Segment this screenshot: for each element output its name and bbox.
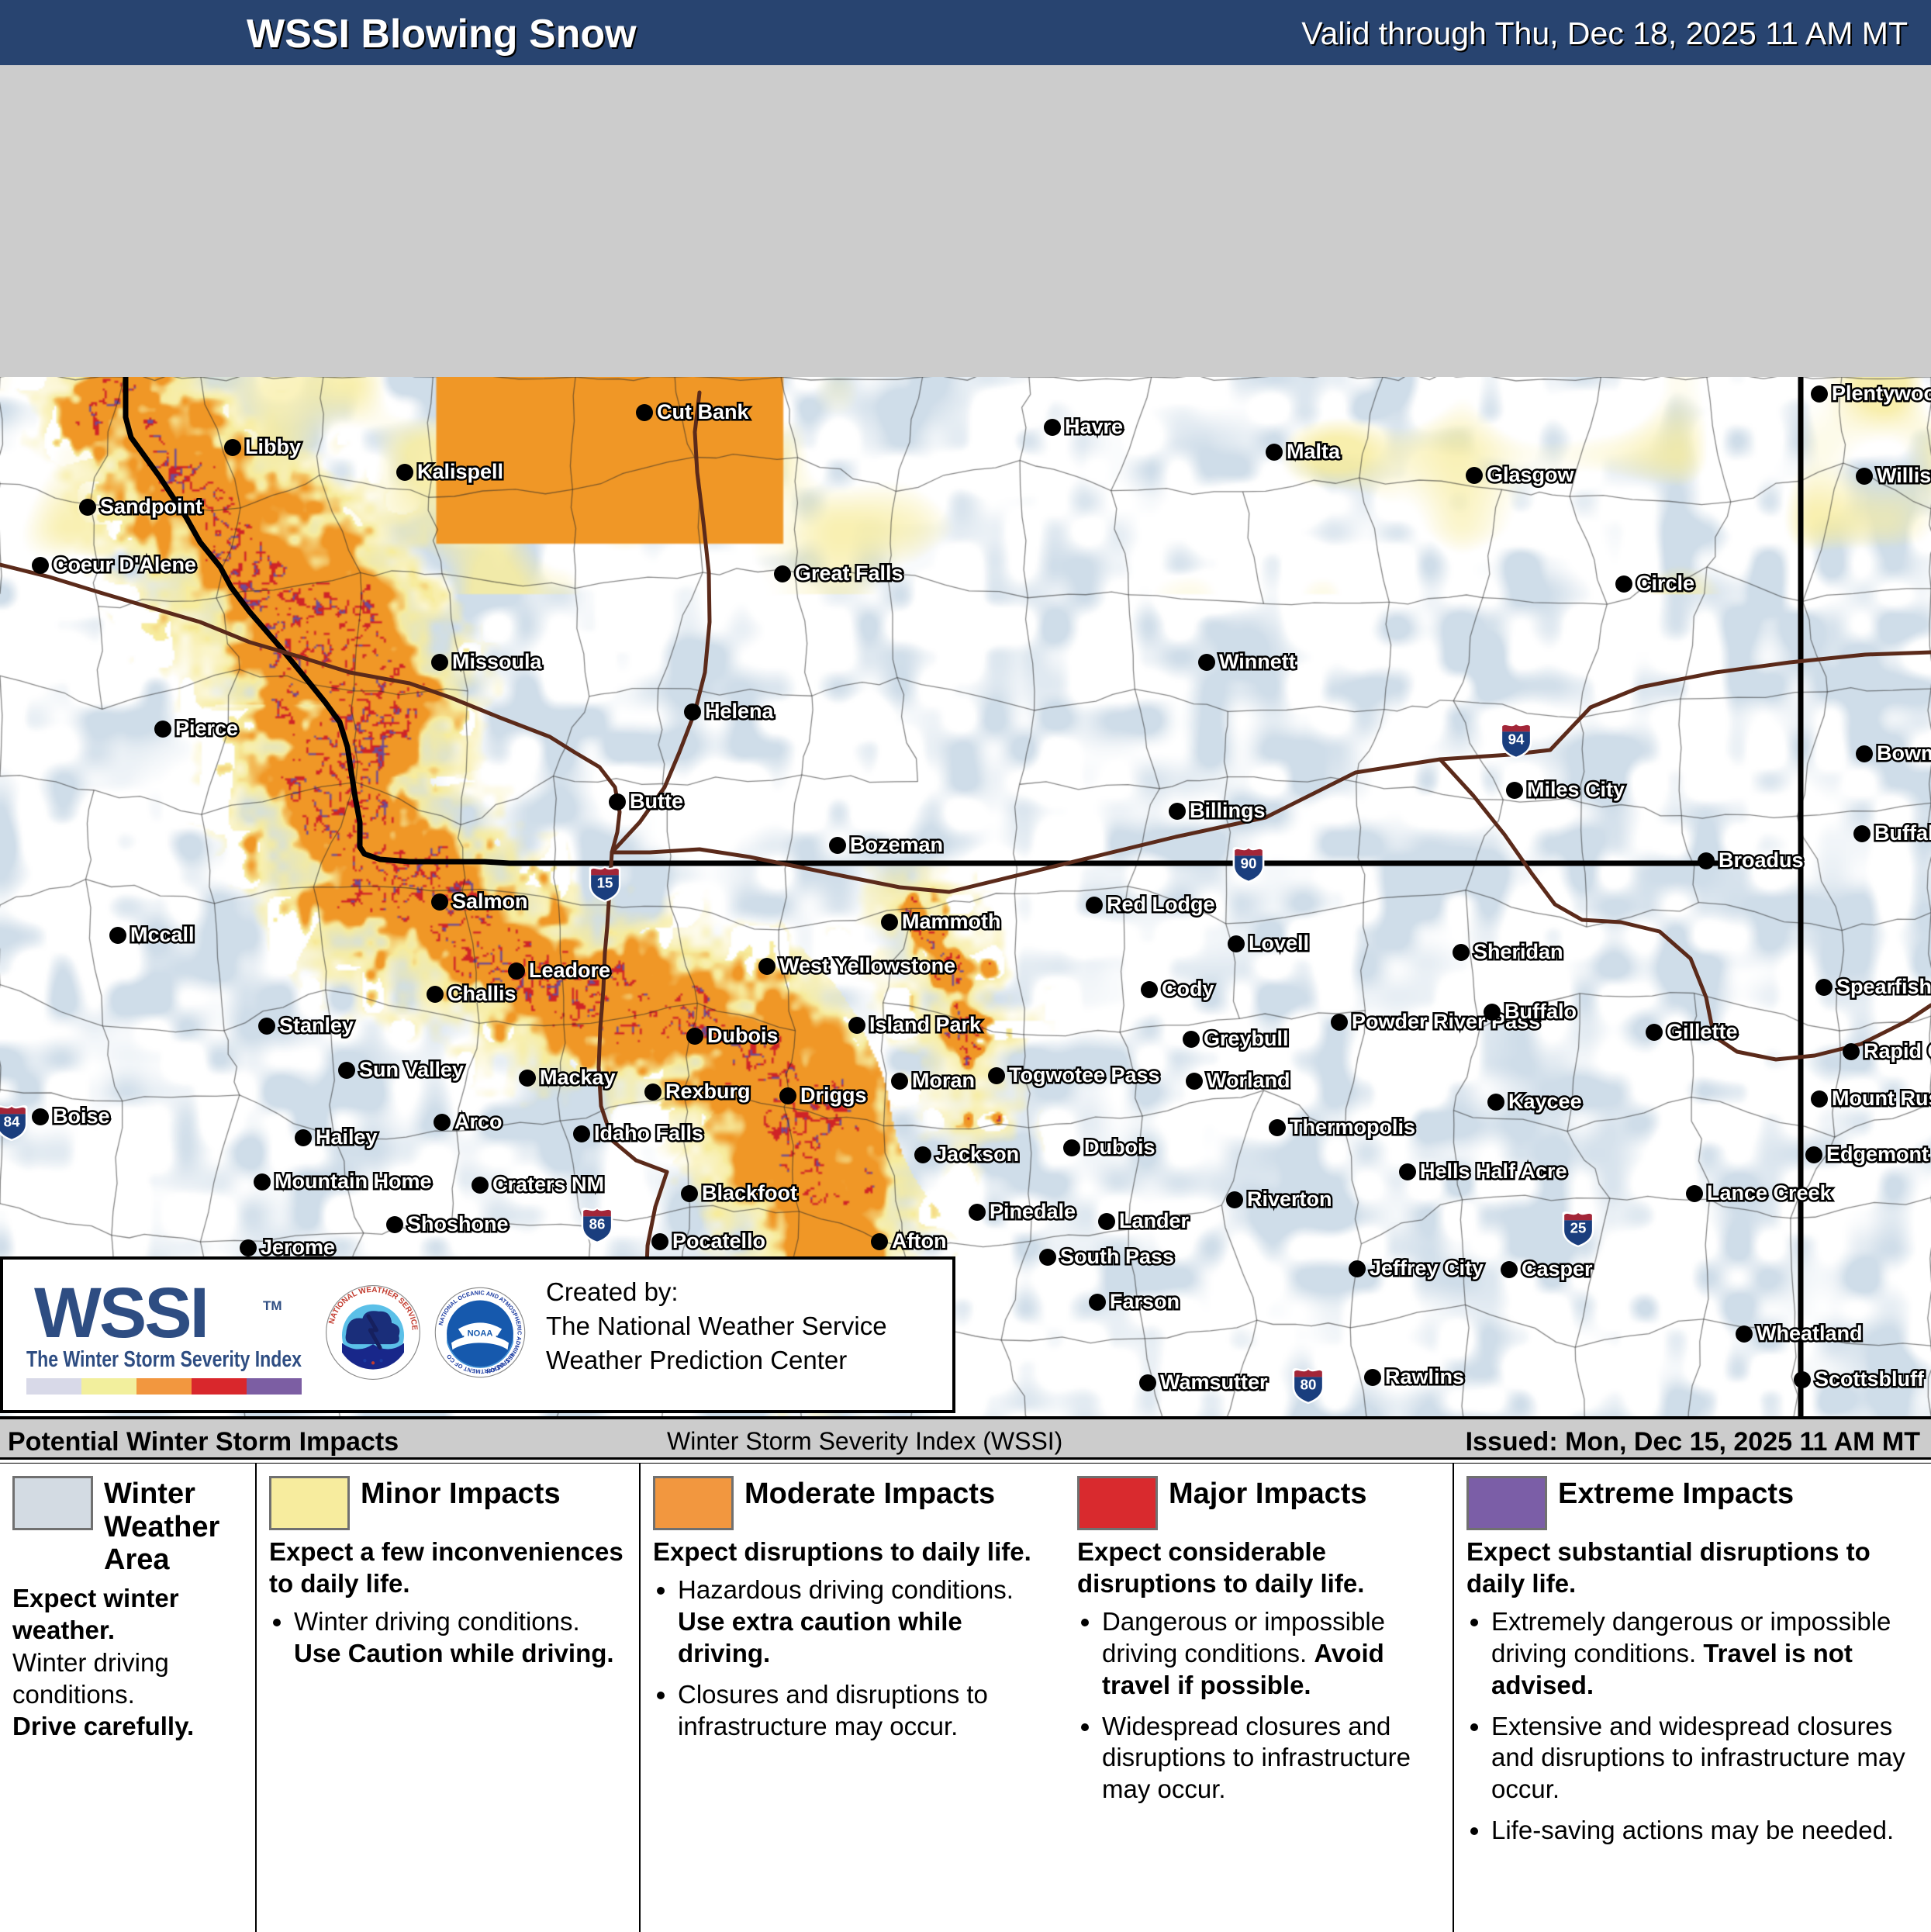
- svg-text:Kalispell: Kalispell: [417, 460, 503, 483]
- svg-text:Mount Rushmore: Mount Rushmore: [1832, 1087, 1931, 1110]
- svg-text:Bowman: Bowman: [1877, 741, 1931, 765]
- svg-text:Leadore: Leadore: [529, 959, 610, 982]
- svg-text:Togwotee Pass: Togwotee Pass: [1009, 1063, 1160, 1087]
- svg-text:Boise: Boise: [53, 1104, 110, 1128]
- svg-text:Mammoth: Mammoth: [902, 910, 1001, 933]
- svg-text:Hells Half Acre: Hells Half Acre: [1420, 1160, 1567, 1183]
- svg-text:Malta: Malta: [1287, 440, 1341, 463]
- svg-text:Mountain Home: Mountain Home: [275, 1170, 432, 1193]
- svg-text:Billings: Billings: [1190, 799, 1266, 822]
- svg-text:Mccall: Mccall: [130, 923, 195, 946]
- svg-text:Winnett: Winnett: [1219, 650, 1296, 673]
- svg-text:Driggs: Driggs: [800, 1084, 867, 1107]
- svg-text:Sun Valley: Sun Valley: [359, 1058, 464, 1081]
- svg-text:Arco: Arco: [454, 1110, 503, 1133]
- svg-text:Butte: Butte: [630, 790, 683, 813]
- svg-text:Rawlins: Rawlins: [1385, 1365, 1464, 1388]
- svg-text:94: 94: [1508, 731, 1525, 748]
- svg-text:Kaycee: Kaycee: [1508, 1090, 1582, 1113]
- svg-text:Jackson: Jackson: [935, 1142, 1019, 1166]
- svg-text:Glasgow: Glasgow: [1487, 463, 1575, 486]
- svg-text:Broadus: Broadus: [1719, 848, 1804, 872]
- svg-text:Jerome: Jerome: [261, 1236, 335, 1259]
- svg-text:Craters NM: Craters NM: [492, 1173, 604, 1196]
- svg-text:86: 86: [589, 1216, 606, 1232]
- svg-text:Buffalo: Buffalo: [1504, 1000, 1577, 1023]
- svg-text:Dubois: Dubois: [1084, 1135, 1155, 1159]
- svg-text:Cody: Cody: [1162, 977, 1214, 1001]
- svg-text:The Winter Storm Severity Inde: The Winter Storm Severity Index: [26, 1347, 302, 1372]
- svg-text:Lander: Lander: [1119, 1209, 1190, 1232]
- svg-text:Dubois: Dubois: [707, 1024, 779, 1047]
- svg-text:84: 84: [4, 1114, 20, 1130]
- svg-text:Pierce: Pierce: [175, 717, 238, 740]
- svg-text:Challis: Challis: [447, 982, 516, 1005]
- svg-text:Bozeman: Bozeman: [850, 833, 943, 856]
- svg-text:Pocatello: Pocatello: [672, 1229, 765, 1253]
- svg-text:TM: TM: [263, 1298, 282, 1313]
- svg-text:Coeur D'Alene: Coeur D'Alene: [53, 553, 196, 576]
- svg-text:Rexburg: Rexburg: [665, 1080, 751, 1103]
- svg-text:Stanley: Stanley: [279, 1014, 354, 1037]
- svg-text:West Yellowstone: West Yellowstone: [779, 954, 955, 977]
- svg-text:Farson: Farson: [1110, 1290, 1180, 1313]
- svg-text:Blackfoot: Blackfoot: [702, 1181, 797, 1204]
- svg-text:Miles City: Miles City: [1527, 778, 1625, 801]
- svg-text:Gillette: Gillette: [1667, 1020, 1738, 1043]
- svg-text:Hailey: Hailey: [316, 1125, 378, 1149]
- svg-text:Lovell: Lovell: [1249, 931, 1309, 955]
- svg-text:Salmon: Salmon: [452, 890, 528, 913]
- svg-text:Riverton: Riverton: [1247, 1187, 1332, 1211]
- svg-text:Casper: Casper: [1522, 1257, 1593, 1281]
- svg-text:Rapid City: Rapid City: [1864, 1039, 1931, 1063]
- svg-text:Libby: Libby: [245, 435, 301, 458]
- svg-text:Shoshone: Shoshone: [407, 1212, 509, 1236]
- svg-text:Idaho Falls: Idaho Falls: [594, 1122, 703, 1145]
- svg-text:Moran: Moran: [912, 1069, 975, 1092]
- svg-text:Wamsutter: Wamsutter: [1160, 1370, 1268, 1394]
- svg-text:Helena: Helena: [705, 700, 775, 723]
- svg-text:Spearfish: Spearfish: [1836, 975, 1931, 998]
- svg-text:Worland: Worland: [1207, 1069, 1290, 1092]
- svg-text:Scottsbluff: Scottsbluff: [1815, 1367, 1925, 1391]
- svg-text:Pinedale: Pinedale: [990, 1200, 1076, 1223]
- svg-text:Cut Bank: Cut Bank: [657, 400, 749, 423]
- svg-text:Havre: Havre: [1065, 415, 1123, 438]
- svg-text:South Pass: South Pass: [1060, 1245, 1174, 1268]
- svg-text:25: 25: [1570, 1220, 1587, 1236]
- svg-text:Greybull: Greybull: [1204, 1027, 1289, 1050]
- svg-text:Sheridan: Sheridan: [1473, 940, 1563, 963]
- svg-text:Missoula: Missoula: [452, 650, 543, 673]
- svg-text:Wheatland: Wheatland: [1757, 1322, 1863, 1345]
- svg-text:Created by:: Created by:: [546, 1277, 679, 1306]
- svg-text:Weather Prediction Center: Weather Prediction Center: [546, 1346, 847, 1374]
- svg-text:Jeffrey City: Jeffrey City: [1370, 1256, 1484, 1280]
- svg-text:The National Weather Service: The National Weather Service: [546, 1312, 887, 1340]
- svg-text:Plentywood: Plentywood: [1832, 382, 1931, 405]
- svg-text:Afton: Afton: [892, 1229, 946, 1253]
- svg-text:WSSI: WSSI: [34, 1274, 207, 1353]
- svg-text:NOAA: NOAA: [468, 1329, 493, 1338]
- svg-text:Williston: Williston: [1877, 464, 1931, 487]
- svg-text:Mackay: Mackay: [540, 1066, 616, 1089]
- svg-text:Red Lodge: Red Lodge: [1107, 893, 1215, 916]
- svg-text:15: 15: [597, 875, 613, 891]
- svg-text:Sandpoint: Sandpoint: [100, 495, 202, 518]
- svg-text:90: 90: [1241, 855, 1257, 872]
- svg-text:Circle: Circle: [1636, 572, 1694, 595]
- svg-text:80: 80: [1301, 1377, 1317, 1393]
- svg-text:Great Falls: Great Falls: [795, 562, 903, 585]
- svg-text:Edgemont: Edgemont: [1826, 1142, 1929, 1166]
- svg-text:Thermopolis: Thermopolis: [1290, 1115, 1415, 1139]
- svg-text:Buffalo: Buffalo: [1874, 821, 1931, 845]
- svg-text:Island Park: Island Park: [869, 1013, 982, 1036]
- svg-text:Lance Creek: Lance Creek: [1707, 1181, 1833, 1204]
